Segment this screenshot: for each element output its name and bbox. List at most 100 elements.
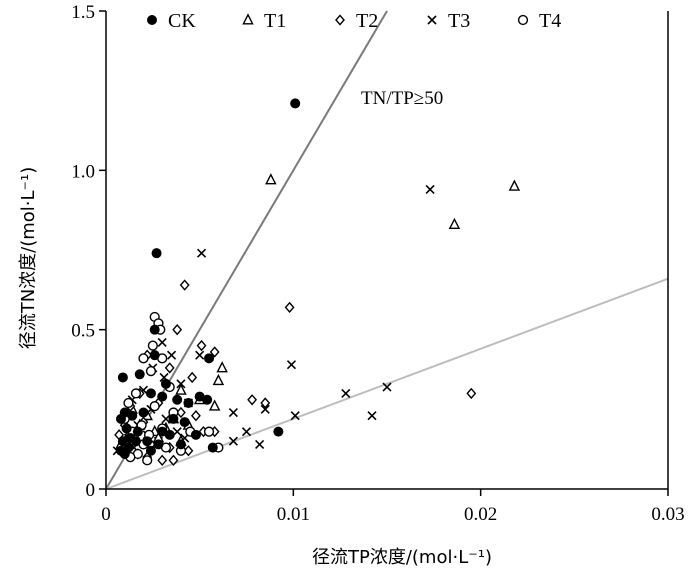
- data-point-CK: [164, 429, 175, 440]
- data-point-T2: [466, 387, 477, 400]
- data-point-CK: [183, 397, 194, 408]
- y-axis-title: 径流TN浓度/(mol·L⁻¹): [18, 167, 39, 350]
- data-point-CK: [157, 391, 168, 402]
- y-tick-label: 0: [86, 480, 96, 501]
- legend: CK T1 T2 T3 T4: [147, 10, 561, 32]
- data-point-T1: [212, 373, 225, 386]
- data-point-CK: [168, 413, 179, 424]
- data-points: [112, 98, 521, 466]
- data-point-T4: [142, 455, 153, 466]
- data-point-T2: [187, 371, 198, 384]
- data-point-CK: [175, 439, 186, 450]
- data-point-CK: [207, 442, 218, 453]
- data-point-T4: [138, 353, 149, 364]
- data-point-T4: [123, 397, 134, 409]
- data-point-CK: [202, 394, 213, 405]
- data-point-CK: [151, 248, 162, 259]
- data-point-T2: [179, 279, 190, 291]
- data-point-CK: [145, 445, 156, 456]
- data-point-T4: [130, 388, 142, 399]
- data-point-CK: [204, 353, 215, 364]
- y-tick-label: 1.0: [71, 161, 95, 182]
- data-point-T2: [190, 410, 201, 422]
- data-point-T1: [216, 361, 228, 373]
- x-tick-label: 0.01: [277, 504, 310, 525]
- data-point-CK: [127, 410, 138, 421]
- data-point-T3: [195, 350, 205, 360]
- ticks: 0 0.01 0.02 0.03 0 0.5 1.0 1.5: [71, 2, 684, 525]
- data-point-T3: [255, 439, 265, 449]
- data-point-T2: [260, 397, 271, 409]
- legend-marker-T2: [335, 14, 345, 26]
- data-point-CK: [115, 413, 126, 424]
- data-point-CK: [132, 426, 143, 437]
- data-point-T3: [196, 248, 207, 258]
- x-tick-label: 0.03: [651, 504, 684, 525]
- data-point-T2: [196, 339, 207, 352]
- x-axis-title: 径流TP浓度/(mol·L⁻¹): [312, 547, 492, 568]
- data-point-CK: [179, 417, 190, 428]
- data-point-T2: [247, 394, 258, 406]
- data-point-CK: [134, 369, 145, 380]
- legend-label-T2: T2: [356, 10, 378, 32]
- legend-marker-T4: [517, 14, 529, 26]
- legend-item-CK: CK: [147, 10, 196, 32]
- reference-line-2: [105, 277, 669, 490]
- data-point-T2: [209, 346, 220, 358]
- data-point-CK: [190, 429, 201, 440]
- legend-item-T1: T1: [242, 10, 286, 32]
- reference-lines: [105, 10, 669, 490]
- data-point-T4: [149, 401, 160, 412]
- data-point-T4: [145, 365, 157, 377]
- data-point-T1: [448, 217, 461, 230]
- data-point-T1: [508, 179, 521, 191]
- legend-label-T1: T1: [264, 10, 286, 32]
- data-point-T2: [284, 301, 295, 314]
- legend-marker-T1: [242, 13, 254, 25]
- data-point-CK: [273, 426, 284, 437]
- data-point-CK: [153, 439, 164, 450]
- legend-label-T4: T4: [539, 10, 561, 32]
- data-point-CK: [117, 372, 128, 383]
- data-point-CK: [119, 448, 130, 459]
- data-point-T3: [228, 436, 238, 446]
- legend-item-T2: T2: [335, 10, 378, 32]
- y-tick-label: 1.5: [71, 2, 95, 23]
- series-T1: [115, 173, 521, 449]
- data-point-T3: [286, 360, 297, 370]
- data-point-CK: [145, 388, 156, 399]
- data-point-T3: [228, 407, 238, 418]
- legend-marker-T3: [427, 15, 437, 25]
- data-point-T3: [382, 382, 392, 392]
- y-tick-label: 0.5: [71, 321, 95, 342]
- data-point-CK: [138, 407, 149, 418]
- series-CK: [115, 98, 301, 459]
- legend-item-T3: T3: [427, 10, 470, 32]
- legend-label-CK: CK: [168, 10, 196, 32]
- data-point-CK: [142, 436, 153, 447]
- data-point-T2: [157, 454, 168, 466]
- data-point-T3: [367, 411, 377, 421]
- data-point-T3: [425, 184, 435, 195]
- axes: [105, 11, 669, 490]
- data-point-T1: [265, 173, 277, 185]
- data-point-CK: [149, 350, 160, 361]
- data-point-CK: [172, 394, 183, 405]
- data-point-T3: [241, 427, 252, 437]
- data-point-CK: [121, 423, 132, 434]
- data-point-T2: [164, 362, 175, 374]
- data-point-T2: [172, 323, 183, 336]
- data-point-T3: [161, 414, 171, 424]
- data-point-T3: [341, 388, 351, 398]
- data-point-T1: [208, 399, 221, 411]
- data-point-T3: [157, 337, 167, 347]
- legend-item-T4: T4: [517, 10, 561, 32]
- data-point-CK: [157, 426, 168, 437]
- legend-label-T3: T3: [448, 10, 470, 32]
- data-point-T3: [290, 411, 300, 421]
- data-point-T4: [203, 426, 215, 437]
- data-point-T3: [167, 350, 177, 360]
- data-point-CK: [130, 436, 141, 447]
